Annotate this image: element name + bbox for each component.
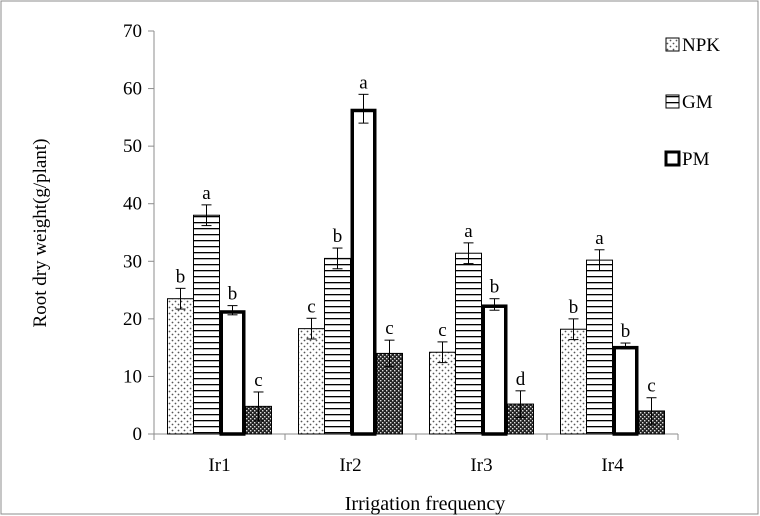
bar bbox=[429, 351, 456, 435]
y-tick-label: 10 bbox=[123, 366, 142, 387]
bar bbox=[612, 345, 639, 436]
significance-letter: c bbox=[385, 318, 393, 339]
significance-letter: c bbox=[647, 376, 655, 397]
significance-letter: b bbox=[176, 266, 186, 287]
legend: NPK GM PM bbox=[664, 35, 720, 170]
bar bbox=[167, 298, 194, 435]
bar bbox=[481, 304, 508, 436]
x-category-label: Ir1 bbox=[208, 455, 230, 476]
significance-letter: c bbox=[307, 296, 315, 317]
legend-swatch bbox=[664, 150, 681, 167]
x-category-label: Ir3 bbox=[470, 455, 492, 476]
bar bbox=[586, 259, 613, 435]
y-tick-label: 50 bbox=[123, 136, 142, 157]
y-axis-label: Root dry weight(g/plant) bbox=[30, 139, 51, 328]
legend-swatch bbox=[665, 37, 680, 52]
significance-letter: b bbox=[621, 321, 631, 342]
bar bbox=[560, 328, 587, 435]
y-tick-label: 20 bbox=[123, 309, 142, 330]
legend-label: GM bbox=[682, 92, 713, 113]
y-tick-label: 60 bbox=[123, 79, 142, 100]
y-tick-label: 40 bbox=[123, 194, 142, 215]
bar bbox=[324, 257, 351, 435]
y-axis: 0 10 20 30 40 50 60 70 bbox=[123, 21, 155, 445]
bar bbox=[350, 108, 377, 436]
legend-label: NPK bbox=[682, 35, 720, 56]
significance-letter: a bbox=[464, 221, 473, 242]
x-category-label: Ir2 bbox=[339, 455, 361, 476]
x-axis-label: Irrigation frequency bbox=[345, 493, 505, 515]
significance-letter: b bbox=[490, 277, 500, 298]
legend-swatch bbox=[665, 94, 680, 109]
significance-letter: a bbox=[202, 183, 211, 204]
significance-letter: b bbox=[333, 226, 343, 247]
x-axis: Ir1 Ir2 Ir3 Ir4 bbox=[153, 433, 679, 476]
bar bbox=[219, 310, 246, 436]
significance-letter: a bbox=[359, 72, 368, 93]
y-tick-label: 70 bbox=[123, 21, 142, 42]
bars: b c c b a b a a b a b b c c d c bbox=[167, 72, 665, 436]
significance-letter: a bbox=[595, 228, 604, 249]
x-category-label: Ir4 bbox=[601, 455, 624, 476]
bar bbox=[298, 328, 325, 435]
significance-letter: b bbox=[228, 284, 238, 305]
significance-letter: b bbox=[569, 297, 579, 318]
y-tick-label: 0 bbox=[133, 424, 143, 445]
bar bbox=[193, 214, 220, 435]
significance-letter: c bbox=[438, 320, 446, 341]
significance-letter: d bbox=[516, 369, 526, 390]
legend-label: PM bbox=[682, 149, 710, 170]
significance-letter: c bbox=[254, 370, 262, 391]
y-tick-label: 30 bbox=[123, 251, 142, 272]
bar bbox=[455, 252, 482, 435]
